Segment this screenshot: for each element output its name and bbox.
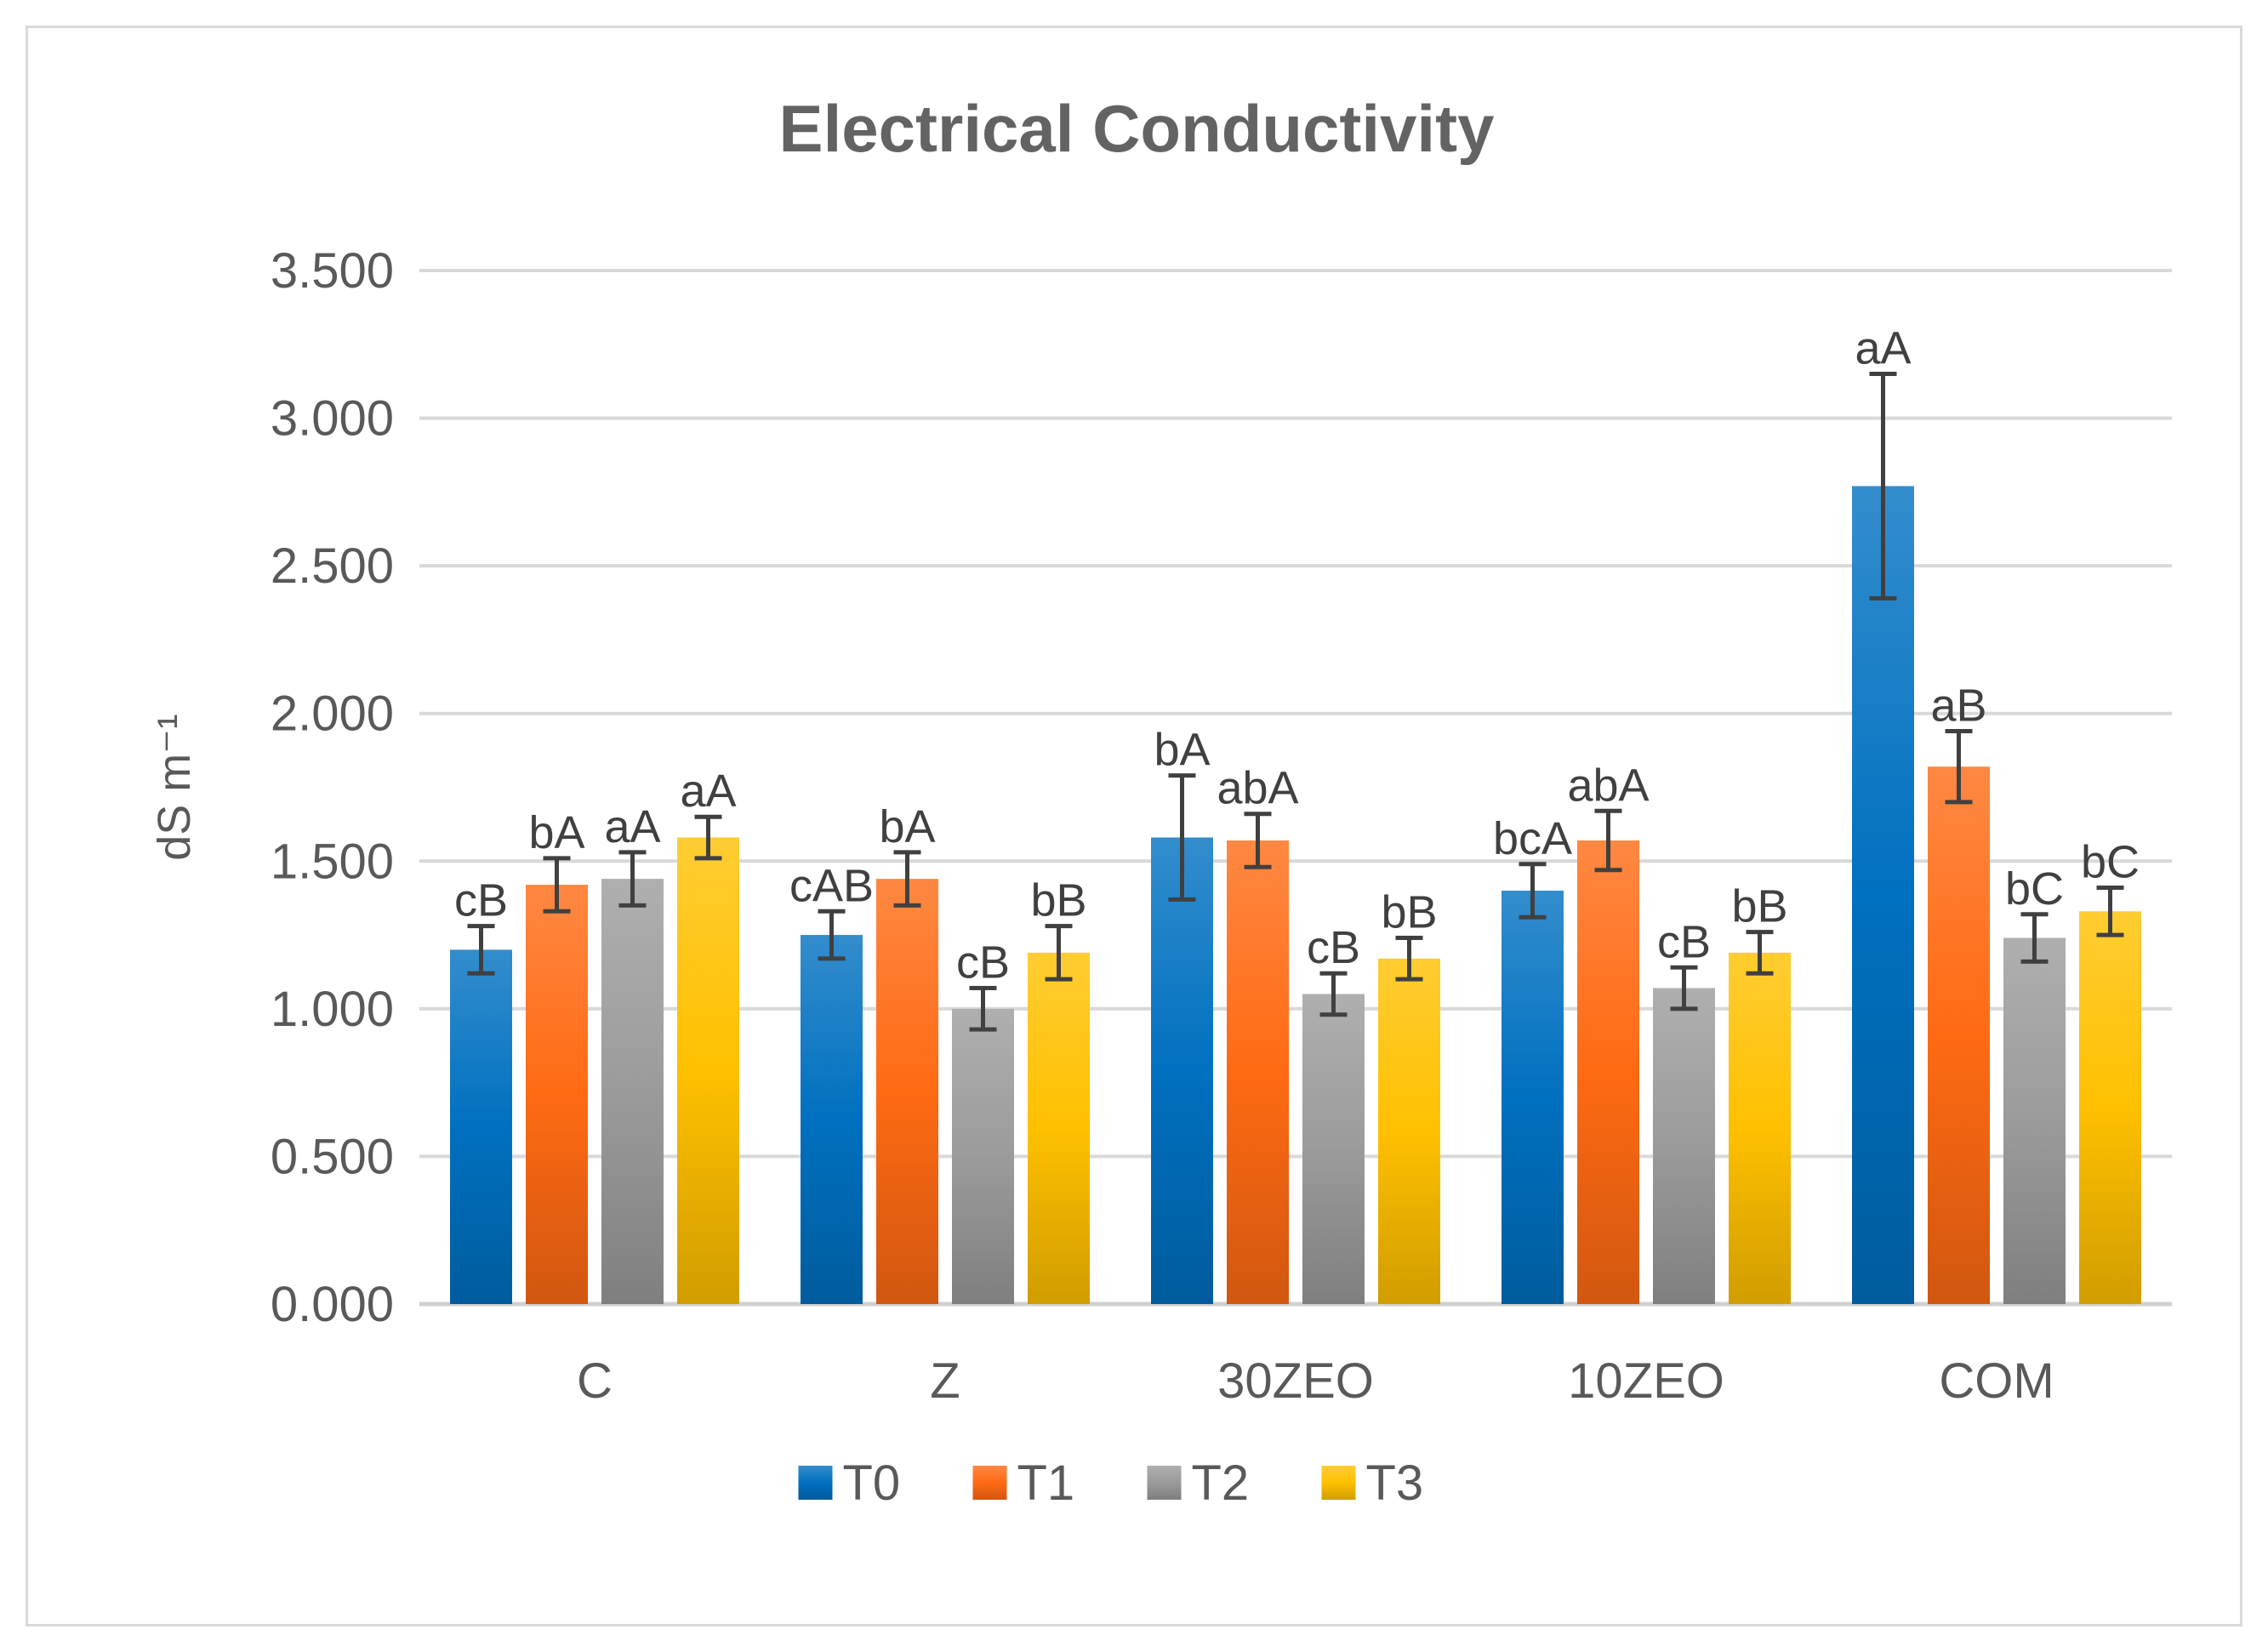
legend: T0 T1 T2 T3 <box>798 1455 1424 1511</box>
data-label: aA <box>1855 323 1911 374</box>
data-label: bC <box>2005 863 2064 914</box>
error-bar <box>1670 965 1698 1011</box>
y-tick-label: 0.500 <box>271 1129 394 1184</box>
x-tick-label: 30ZEO <box>1217 1353 1374 1409</box>
data-label: cB <box>454 875 508 926</box>
error-bar <box>1945 729 1973 805</box>
x-tick-label: 10ZEO <box>1568 1353 1724 1409</box>
legend-item-t0: T0 <box>798 1455 901 1511</box>
bar-c-t2 <box>601 879 664 1304</box>
x-axis-ticks: C Z 30ZEO 10ZEO COM <box>577 1353 2054 1409</box>
y-tick-label: 1.000 <box>271 982 394 1037</box>
legend-label: T1 <box>1017 1455 1075 1511</box>
error-bar <box>1395 936 1423 982</box>
bar-30zeo-t2 <box>1302 994 1365 1304</box>
error-bar <box>1869 372 1897 601</box>
data-label: bB <box>1381 887 1437 938</box>
bar-z-t2 <box>952 1008 1014 1304</box>
bar-10zeo-t2 <box>1653 988 1715 1304</box>
data-label: bA <box>1154 725 1210 776</box>
error-bar <box>694 814 722 861</box>
error-bar <box>1519 862 1547 920</box>
y-tick-label: 3.500 <box>271 243 394 299</box>
bar-10zeo-t0 <box>1502 891 1564 1304</box>
data-label: bC <box>2081 837 2140 888</box>
error-bar <box>818 909 846 961</box>
data-label: bB <box>1030 875 1086 926</box>
data-label: bcA <box>1493 813 1572 864</box>
y-axis-title: dS m⁻¹ <box>149 714 200 861</box>
legend-label: T3 <box>1366 1455 1424 1511</box>
error-bar <box>1594 808 1622 873</box>
error-bar <box>543 856 571 914</box>
data-label: cB <box>1307 922 1360 973</box>
bar-com-t1 <box>1928 766 1990 1304</box>
y-tick-label: 3.000 <box>271 391 394 447</box>
bar-c-t3 <box>677 837 739 1304</box>
data-label: aA <box>680 766 736 817</box>
data-label: abA <box>1567 760 1649 811</box>
y-axis-ticks: 0.000 0.500 1.000 1.500 2.000 2.500 3.000 3.500 <box>271 243 394 1332</box>
y-tick-label: 2.000 <box>271 686 394 742</box>
bar-com-t2 <box>2003 937 2066 1304</box>
bar-com-t3 <box>2079 911 2141 1304</box>
bar-10zeo-t3 <box>1729 952 1791 1304</box>
y-tick-label: 2.500 <box>271 538 394 594</box>
legend-swatch <box>972 1466 1007 1500</box>
chart-frame: Electrical Conductivity dS m⁻¹ 0.000 0.50… <box>26 26 2242 1626</box>
x-tick-label: Z <box>930 1353 960 1409</box>
error-bar <box>2096 886 2124 937</box>
error-bar <box>1746 930 1774 976</box>
error-bar <box>893 850 921 908</box>
data-label: cB <box>1657 916 1711 967</box>
x-tick-label: C <box>577 1353 613 1409</box>
bar-30zeo-t0 <box>1151 837 1213 1304</box>
data-label: aB <box>1930 681 1986 732</box>
bar-com-t0 <box>1852 486 1914 1304</box>
error-bar <box>618 850 647 908</box>
bar-z-t3 <box>1028 952 1090 1304</box>
error-bar <box>1319 971 1348 1017</box>
error-bar <box>1244 812 1272 869</box>
data-label: bA <box>528 807 584 858</box>
x-tick-label: COM <box>1939 1353 2054 1409</box>
error-bar <box>467 924 495 976</box>
data-label: cB <box>956 937 1010 988</box>
chart-title: Electrical Conductivity <box>779 91 1495 166</box>
legend-item-t2: T2 <box>1147 1455 1250 1511</box>
bar-z-t1 <box>876 879 938 1304</box>
legend-label: T0 <box>843 1455 901 1511</box>
legend-swatch <box>798 1466 833 1500</box>
error-bar <box>969 986 997 1032</box>
legend-swatch <box>1321 1466 1356 1500</box>
error-bar <box>1168 773 1196 902</box>
legend-item-t1: T1 <box>972 1455 1075 1511</box>
error-bar <box>2020 912 2049 964</box>
bar-c-t0 <box>450 949 512 1304</box>
bar-chart: Electrical Conductivity dS m⁻¹ 0.000 0.50… <box>149 91 2172 1511</box>
y-tick-label: 0.000 <box>271 1277 394 1332</box>
bar-c-t1 <box>526 885 588 1304</box>
bar-z-t0 <box>801 935 863 1304</box>
data-label: cAB <box>789 860 874 911</box>
legend-item-t3: T3 <box>1321 1455 1424 1511</box>
data-label: abA <box>1217 763 1298 814</box>
y-tick-label: 1.500 <box>271 834 394 889</box>
legend-label: T2 <box>1192 1455 1250 1511</box>
data-label: bB <box>1731 881 1787 932</box>
bar-10zeo-t1 <box>1577 840 1639 1304</box>
bar-30zeo-t3 <box>1378 958 1440 1304</box>
bar-30zeo-t1 <box>1227 840 1289 1304</box>
data-label: aA <box>604 801 660 852</box>
data-label: bA <box>879 801 935 852</box>
legend-swatch <box>1147 1466 1182 1500</box>
error-bar <box>1045 924 1073 982</box>
